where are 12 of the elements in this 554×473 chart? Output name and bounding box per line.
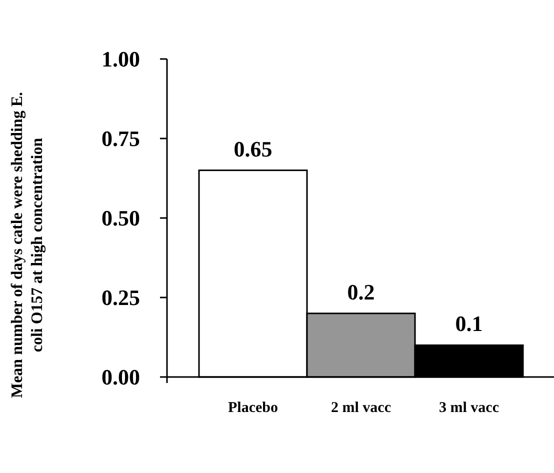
data-label: 0.65	[234, 136, 272, 162]
x-tick-label: 2 ml vacc	[331, 400, 392, 416]
y-tick-label: 0.50	[102, 206, 140, 231]
y-axis-title: Mean number of days catle were shedding E. coli O157 at high concentration	[9, 92, 46, 398]
x-tick-label: Placebo	[228, 400, 278, 416]
data-label: 0.1	[455, 311, 483, 336]
x-tick-label: 3 ml vacc	[439, 400, 500, 416]
y-tick-label: 0.25	[102, 285, 140, 310]
y-tick-label: 0.00	[102, 364, 140, 390]
data-label: 0.2	[347, 279, 375, 304]
y-tick-label: 0.75	[102, 126, 140, 152]
y-tick-label: 1.00	[102, 46, 140, 72]
